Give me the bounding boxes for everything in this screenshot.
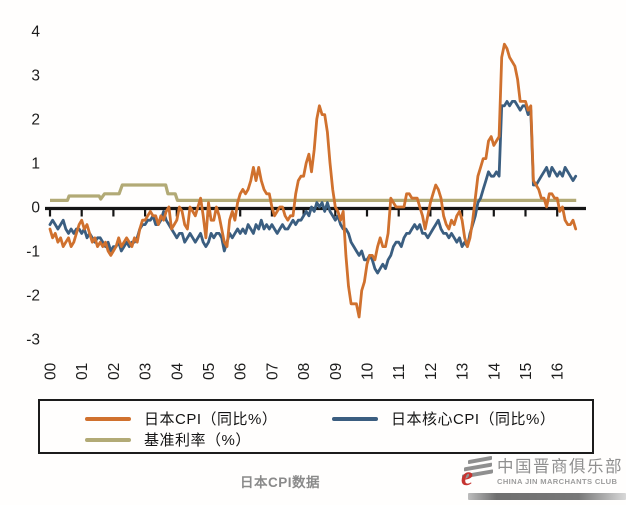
x-tick-label: 01 <box>74 363 91 380</box>
series-benchmark-rate <box>50 183 577 202</box>
watermark-chinese-name: 中国晋商俱乐部 <box>497 458 623 476</box>
x-tick-label: 03 <box>138 363 155 380</box>
y-tick-label: 3 <box>31 68 40 85</box>
legend-row-1: 日本CPI（同比%） 日本核心CPI（同比%） <box>85 408 592 429</box>
y-tick-label: -2 <box>26 288 40 305</box>
x-tick-label: 02 <box>106 363 123 380</box>
legend-item-core-cpi: 日本核心CPI（同比%） <box>332 408 555 429</box>
x-axis-ticks <box>48 209 559 217</box>
y-tick-label: 1 <box>31 156 40 173</box>
x-tick-label: 07 <box>264 363 281 380</box>
y-tick-label: -1 <box>26 244 40 261</box>
x-tick-label: 04 <box>169 362 186 380</box>
jin-merchants-logo-icon: e <box>460 453 494 493</box>
x-tick-label: 16 <box>550 363 567 380</box>
x-tick-label: 09 <box>328 363 345 380</box>
x-tick-label: 14 <box>486 362 503 380</box>
series-core-cpi <box>48 100 578 275</box>
legend-label-japan-cpi: 日本CPI（同比%） <box>144 411 278 428</box>
x-tick-label: 15 <box>518 363 535 380</box>
series-japan-cpi <box>48 42 578 319</box>
legend-box: 日本CPI（同比%） 日本核心CPI（同比%） 基准利率（%） <box>38 399 594 454</box>
legend-swatch-core-cpi <box>332 416 378 421</box>
x-tick-label: 08 <box>296 363 313 380</box>
x-tick-label: 11 <box>391 364 408 380</box>
x-tick-label: 10 <box>360 362 377 380</box>
y-tick-label: 4 <box>31 24 40 41</box>
watermark: e 中国晋商俱乐部 CHINA JIN MARCHANTS CLUB <box>460 452 626 502</box>
y-axis-labels: 4 3 2 1 0 -1 -2 -3 <box>26 24 40 349</box>
watermark-english-name: CHINA JIN MARCHANTS CLUB <box>497 477 618 486</box>
y-tick-label: -3 <box>26 332 40 349</box>
chart-caption: 日本CPI数据 <box>239 475 320 490</box>
y-tick-label: 0 <box>31 200 40 217</box>
legend-swatch-benchmark-rate <box>85 437 131 442</box>
legend-label-core-cpi: 日本核心CPI（同比%） <box>391 411 556 428</box>
legend-item-benchmark-rate: 基准利率（%） <box>85 429 332 450</box>
x-tick-label: 13 <box>455 363 472 380</box>
x-axis-labels: 00 01 02 03 04 05 06 07 08 09 10 11 12 13 14 15 16 <box>43 362 567 380</box>
legend-label-benchmark-rate: 基准利率（%） <box>144 432 251 449</box>
x-tick-label: 05 <box>201 363 218 380</box>
legend-swatch-japan-cpi <box>85 416 131 421</box>
x-tick-label: 12 <box>423 363 440 380</box>
y-tick-label: 2 <box>31 112 40 129</box>
legend-row-2: 基准利率（%） <box>85 429 592 450</box>
watermark-shadow-bar <box>468 493 626 500</box>
x-tick-label: 06 <box>233 363 250 380</box>
x-tick-label: 00 <box>43 362 60 380</box>
legend-item-japan-cpi: 日本CPI（同比%） <box>85 408 332 429</box>
logo-e-glyph: e <box>461 461 473 491</box>
